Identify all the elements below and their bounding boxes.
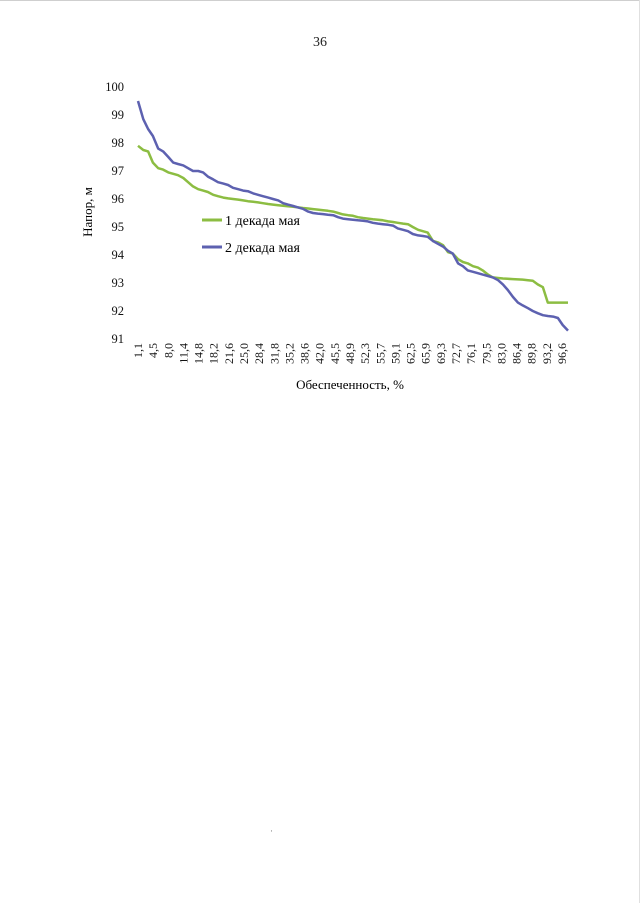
x-axis-ticks: 1,1 4,5 8,0 11,4 14,8 18,2 21,6 25,0 28,4 31,8 35,… [131,343,569,364]
y-tick-label: 97 [112,164,125,178]
series-line-2 [136,100,569,332]
x-tick-label: 45,5 [328,343,342,364]
legend: 1 декада мая 2 декада мая [202,214,300,256]
x-tick-label: 86,4 [510,343,524,364]
legend-label-1: 1 декада мая [225,214,300,229]
x-tick-label: 4,5 [146,343,160,358]
x-tick-label: 83,0 [494,343,508,364]
x-tick-label: 11,4 [176,343,190,364]
x-tick-label: 62,5 [404,343,418,364]
y-tick-label: 95 [112,220,125,234]
x-tick-label: 76,1 [464,343,478,364]
y-tick-label: 99 [112,108,125,122]
y-axis-label: Напор, м [80,187,95,237]
scan-speck: · [270,826,273,836]
x-tick-label: 42,0 [313,343,327,364]
x-tick-label: 89,8 [525,343,539,364]
series-lines [136,100,569,332]
series-line-1 [137,144,568,304]
x-tick-label: 65,9 [419,343,433,364]
y-tick-label: 100 [105,80,124,94]
x-tick-label: 18,2 [207,343,221,364]
y-tick-label: 98 [112,136,125,150]
x-tick-label: 25,0 [237,343,251,364]
x-tick-label: 28,4 [252,343,266,364]
x-tick-label: 69,3 [434,343,448,364]
x-tick-label: 96,6 [555,343,569,364]
y-tick-label: 96 [112,192,125,206]
x-tick-label: 31,8 [267,343,281,364]
x-tick-label: 59,1 [388,343,402,364]
x-tick-label: 48,9 [343,343,357,364]
x-tick-label: 72,7 [449,343,463,364]
y-tick-label: 93 [112,276,125,290]
x-tick-label: 35,2 [282,343,296,364]
x-tick-label: 79,5 [479,343,493,364]
x-tick-label: 38,6 [298,343,312,364]
x-tick-label: 21,6 [222,343,236,364]
y-tick-label: 92 [112,304,125,318]
x-tick-label: 8,0 [161,343,175,358]
x-tick-label: 55,7 [373,343,387,364]
y-tick-label: 91 [112,332,125,346]
x-axis-label: Обеспеченность, % [296,377,404,392]
x-tick-label: 14,8 [192,343,206,364]
y-axis-ticks: 91 92 93 94 95 96 97 98 99 100 [105,80,125,346]
x-tick-label: 1,1 [131,343,145,358]
page-border [0,0,640,1]
page-number: 36 [313,35,327,50]
x-tick-label: 52,3 [358,343,372,364]
y-tick-label: 94 [112,248,125,262]
legend-label-2: 2 декада мая [225,241,300,256]
x-tick-label: 93,2 [540,343,554,364]
